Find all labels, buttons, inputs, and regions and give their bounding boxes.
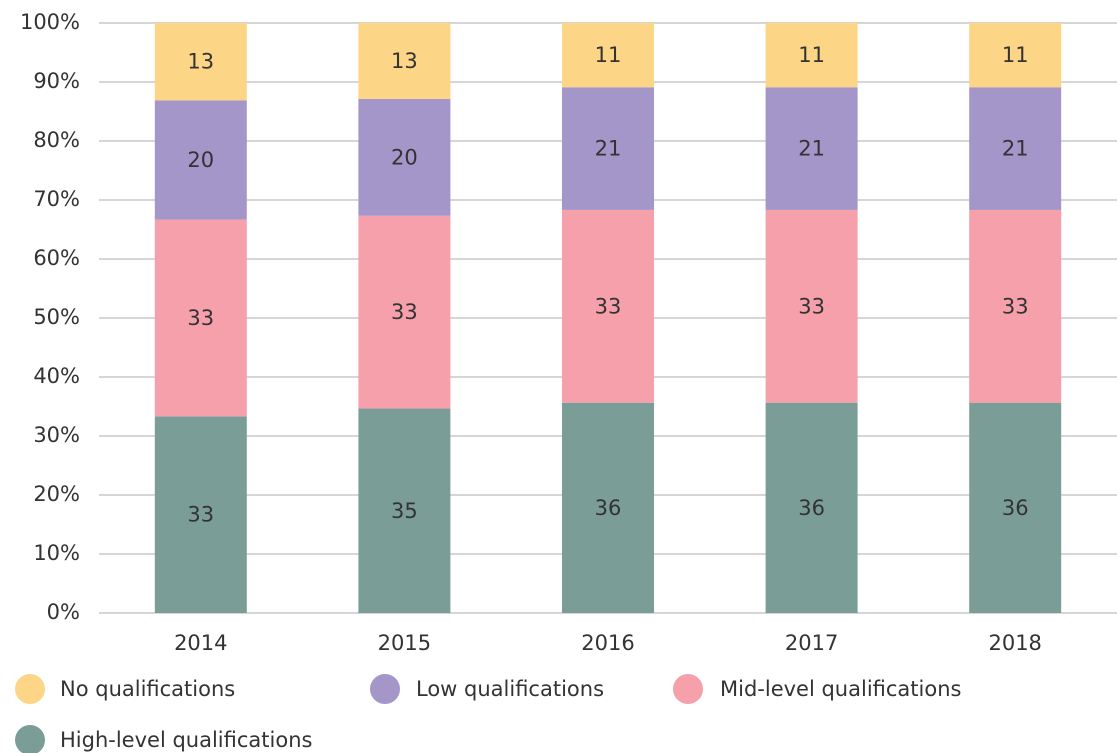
legend-label: Low qualifications bbox=[416, 677, 604, 701]
y-tick-label: 30% bbox=[33, 423, 80, 447]
x-tick-label: 2018 bbox=[988, 631, 1041, 655]
legend-swatch bbox=[673, 674, 703, 704]
bar-segment bbox=[765, 23, 858, 88]
y-tick-label: 0% bbox=[47, 600, 80, 624]
y-tick-label: 100% bbox=[20, 10, 80, 34]
data-label: 13 bbox=[187, 50, 214, 74]
bar-segment bbox=[358, 215, 451, 409]
bar-segment bbox=[765, 402, 858, 613]
data-label: 21 bbox=[1002, 137, 1029, 161]
data-label: 13 bbox=[391, 49, 418, 73]
data-label: 33 bbox=[1002, 294, 1029, 318]
data-label: 20 bbox=[391, 145, 418, 169]
data-label: 36 bbox=[595, 496, 622, 520]
data-label: 33 bbox=[798, 294, 825, 318]
y-tick-label: 50% bbox=[33, 305, 80, 329]
x-tick-label: 2016 bbox=[581, 631, 634, 655]
data-label: 35 bbox=[391, 499, 418, 523]
bar-segment bbox=[765, 87, 858, 210]
bar-segment bbox=[562, 87, 654, 210]
bar-segment bbox=[969, 402, 1062, 613]
y-tick-label: 20% bbox=[33, 482, 80, 506]
y-tick-label: 90% bbox=[33, 69, 80, 93]
bar-segment bbox=[969, 87, 1062, 210]
data-label: 20 bbox=[187, 148, 214, 172]
data-label: 21 bbox=[595, 137, 622, 161]
bar-segment bbox=[154, 100, 247, 220]
x-tick-label: 2015 bbox=[378, 631, 431, 655]
legend-swatch bbox=[15, 725, 45, 753]
bar-segment bbox=[969, 23, 1062, 88]
data-label: 33 bbox=[391, 300, 418, 324]
bar-segment bbox=[154, 416, 247, 613]
data-label: 11 bbox=[798, 43, 825, 67]
y-tick-label: 60% bbox=[33, 246, 80, 270]
data-label: 36 bbox=[1002, 496, 1029, 520]
data-label: 33 bbox=[187, 306, 214, 330]
bar-segment bbox=[562, 402, 654, 613]
legend-label: High-level qualifications bbox=[60, 728, 312, 752]
bar-segment bbox=[562, 23, 654, 88]
data-label: 21 bbox=[798, 137, 825, 161]
data-label: 36 bbox=[798, 496, 825, 520]
bar-segment bbox=[154, 23, 247, 101]
bar-segment bbox=[969, 209, 1062, 403]
legend-swatch bbox=[15, 674, 45, 704]
bar-segment bbox=[358, 23, 451, 99]
y-tick-label: 40% bbox=[33, 364, 80, 388]
y-tick-label: 80% bbox=[33, 128, 80, 152]
legend-label: No qualifications bbox=[60, 677, 235, 701]
data-label: 11 bbox=[1002, 43, 1029, 67]
legend-swatch bbox=[370, 674, 400, 704]
y-tick-label: 70% bbox=[33, 187, 80, 211]
bar-segment bbox=[562, 209, 654, 403]
x-tick-label: 2014 bbox=[174, 631, 227, 655]
data-label: 33 bbox=[187, 503, 214, 527]
data-label: 11 bbox=[595, 43, 622, 67]
legend-label: Mid-level qualifications bbox=[720, 677, 961, 701]
data-label: 33 bbox=[595, 294, 622, 318]
bar-segment bbox=[358, 98, 451, 216]
x-tick-label: 2017 bbox=[785, 631, 838, 655]
bar-segment bbox=[765, 209, 858, 403]
bar-segment bbox=[358, 408, 451, 613]
y-tick-label: 10% bbox=[33, 541, 80, 565]
bar-segment bbox=[154, 219, 247, 417]
